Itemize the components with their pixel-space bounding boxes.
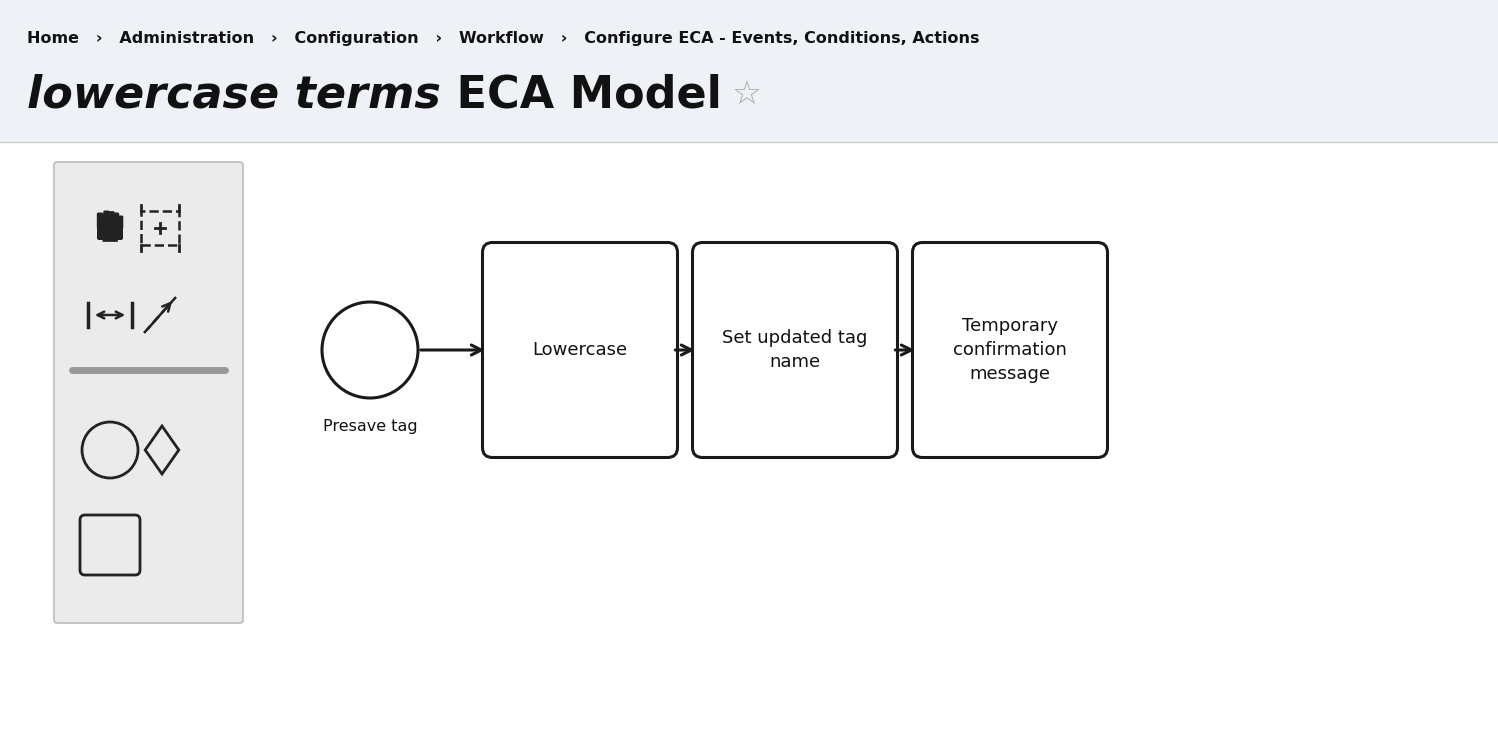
FancyBboxPatch shape — [97, 212, 103, 228]
Text: Lowercase: Lowercase — [532, 341, 628, 359]
Bar — [0, 142, 1498, 730]
FancyBboxPatch shape — [108, 211, 115, 228]
FancyBboxPatch shape — [103, 210, 109, 228]
FancyBboxPatch shape — [108, 211, 115, 228]
FancyBboxPatch shape — [112, 212, 120, 228]
Text: Set updated tag
name: Set updated tag name — [722, 329, 867, 371]
FancyBboxPatch shape — [97, 224, 123, 240]
Text: lowercase terms: lowercase terms — [27, 74, 440, 117]
FancyBboxPatch shape — [692, 242, 897, 458]
FancyBboxPatch shape — [912, 242, 1107, 458]
Text: Home   ›   Administration   ›   Configuration   ›   Workflow   ›   Configure ECA: Home › Administration › Configuration › … — [27, 31, 980, 45]
FancyBboxPatch shape — [482, 242, 677, 458]
FancyBboxPatch shape — [103, 210, 109, 228]
Text: Temporary
confirmation
message: Temporary confirmation message — [953, 318, 1067, 383]
FancyBboxPatch shape — [117, 215, 123, 228]
Text: ✋: ✋ — [100, 213, 120, 242]
FancyBboxPatch shape — [97, 224, 123, 240]
Text: ECA Model: ECA Model — [440, 74, 722, 117]
FancyBboxPatch shape — [117, 215, 123, 228]
Text: ☆: ☆ — [731, 79, 761, 112]
FancyBboxPatch shape — [54, 162, 243, 623]
Text: Presave tag: Presave tag — [322, 418, 418, 434]
FancyBboxPatch shape — [97, 212, 103, 228]
Bar — [141, 211, 178, 245]
Bar — [0, 0, 1498, 142]
FancyBboxPatch shape — [112, 212, 120, 228]
